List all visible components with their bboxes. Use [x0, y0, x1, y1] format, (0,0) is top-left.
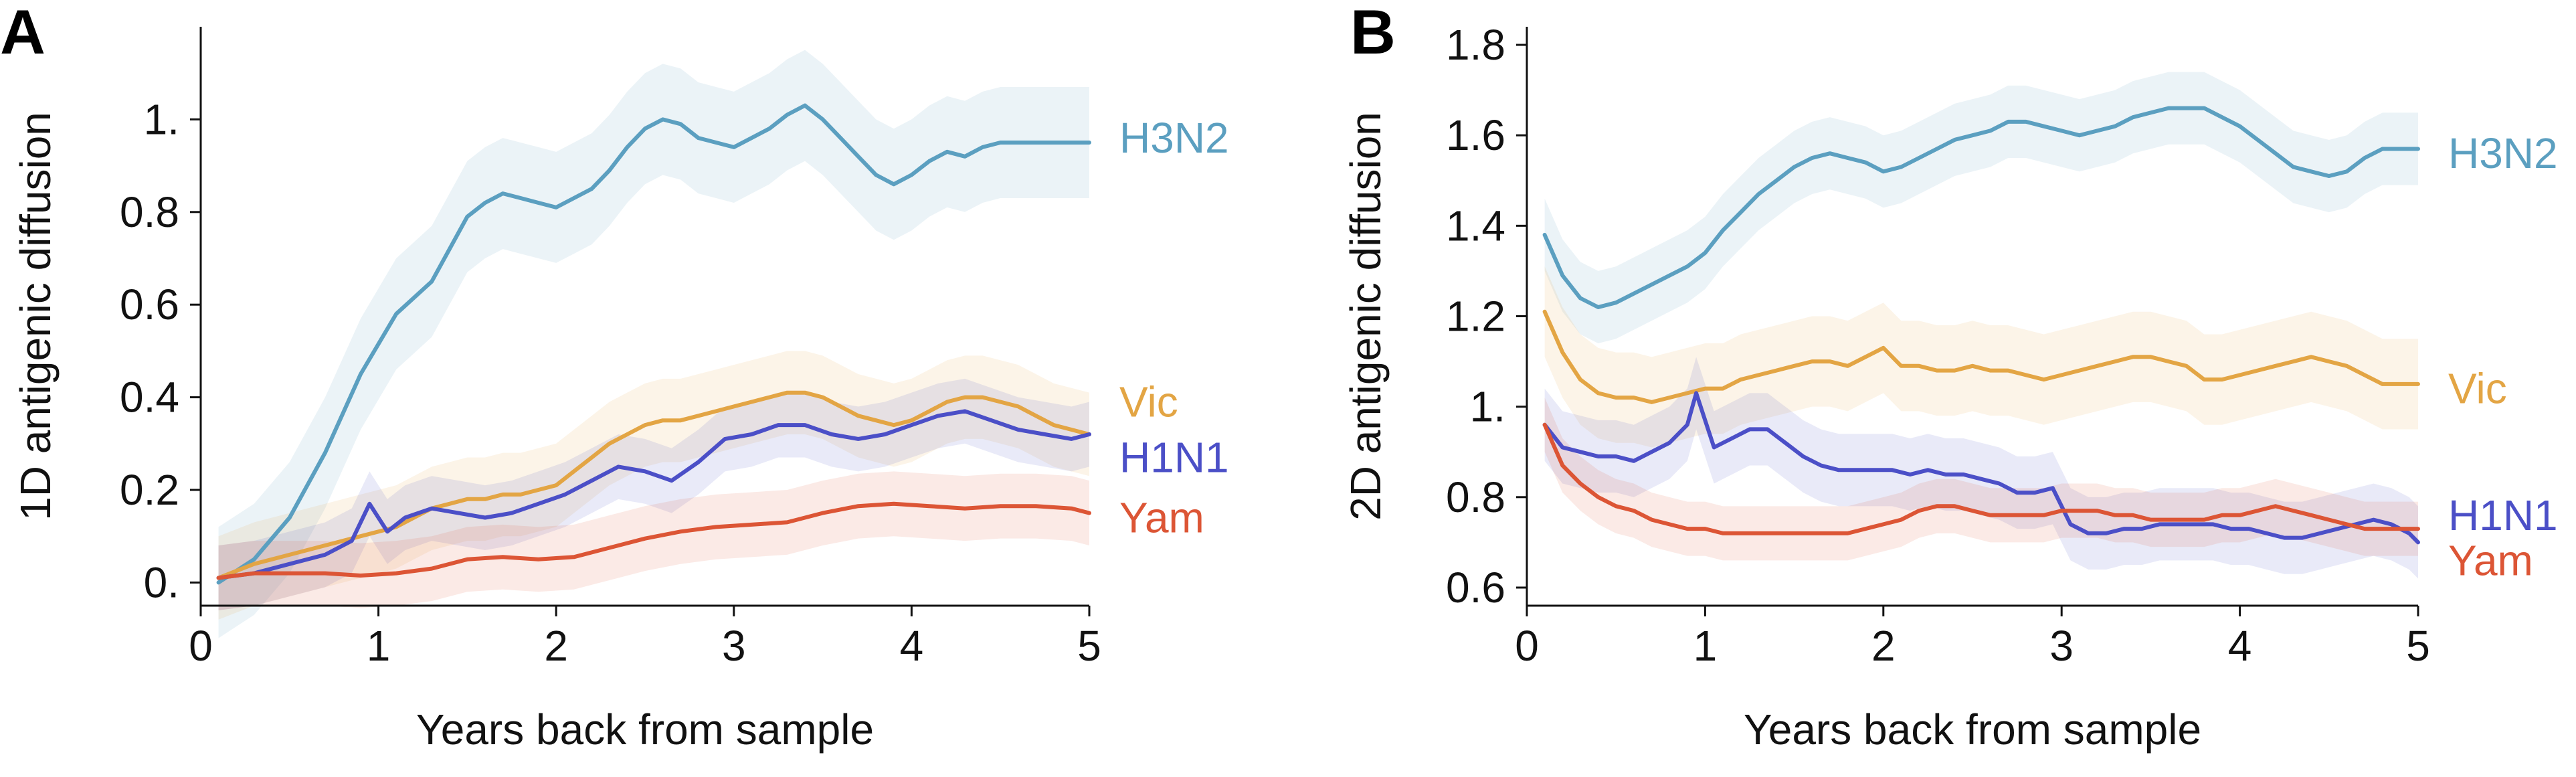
- y-tick-label: 0.8: [120, 188, 179, 236]
- x-tick-label: 2: [1871, 622, 1896, 670]
- x-tick-label: 4: [2228, 622, 2252, 670]
- y-tick-label: 1.8: [1446, 21, 1505, 69]
- x-tick-label: 0: [189, 622, 213, 670]
- series-label-h1n1: H1N1: [1119, 434, 1229, 482]
- series-line-vic: [1542, 309, 2420, 404]
- x-tick-label: 5: [2406, 622, 2430, 670]
- series-label-h3n2: H3N2: [2448, 129, 2558, 177]
- x-tick-label: 0: [1515, 622, 1539, 670]
- series-band-vic: [1544, 266, 2418, 448]
- y-tick-label: 1.2: [1446, 292, 1505, 341]
- series-line-yam: [216, 501, 1091, 580]
- series-band-h3n2: [1544, 72, 2418, 344]
- series-label-yam: Yam: [1119, 494, 1204, 542]
- series-label-vic: Vic: [2448, 365, 2507, 413]
- series-label-h3n2: H3N2: [1119, 114, 1229, 162]
- y-tick-label: 0.2: [120, 466, 179, 514]
- series-label-yam: Yam: [2448, 536, 2533, 584]
- y-tick-label: 1.: [144, 95, 179, 143]
- y-tick-label: 0.8: [1446, 473, 1505, 521]
- panel-a: A 0 1 2 3 4 5 0. 0.2 0.4 0.6 0.8 1. Years back from s…: [0, 0, 1229, 754]
- x-tick-label: 5: [1077, 622, 1101, 670]
- x-axis-title: Years back from sample: [416, 705, 874, 754]
- series-band-h3n2: [218, 50, 1089, 638]
- series-line-h1n1: [1542, 391, 2420, 545]
- y-axis-title: 1D antigenic diffusion: [11, 112, 60, 521]
- series-line-h1n1: [216, 409, 1091, 580]
- x-tick-label: 3: [722, 622, 746, 670]
- series-label-vic: Vic: [1119, 378, 1178, 426]
- series-line-h3n2: [1542, 106, 2420, 309]
- y-tick-label: 1.: [1470, 383, 1505, 431]
- panel-letter: B: [1350, 0, 1396, 67]
- x-tick-label: 1: [1693, 622, 1718, 670]
- x-tick-label: 1: [367, 622, 391, 670]
- x-tick-label: 4: [900, 622, 924, 670]
- x-tick-label: 2: [544, 622, 568, 670]
- x-axis-title: Years back from sample: [1744, 705, 2201, 754]
- series-label-h1n1: H1N1: [2448, 491, 2558, 539]
- panel-b: B 0 1 2 3 4 5 0.6 0.8 1. 1.2 1.4 1.6 1.8 Years back fr…: [1342, 0, 2558, 754]
- series-line-h3n2: [216, 103, 1091, 585]
- y-tick-label: 0.4: [120, 373, 179, 422]
- series-line-yam: [1542, 422, 2420, 535]
- y-tick-label: 0.6: [120, 280, 179, 329]
- y-axis-title: 2D antigenic diffusion: [1342, 112, 1390, 521]
- y-tick-label: 1.6: [1446, 111, 1505, 159]
- y-tick-label: 0.: [144, 558, 179, 606]
- panel-letter: A: [0, 0, 45, 67]
- y-tick-label: 0.6: [1446, 564, 1505, 612]
- x-tick-label: 3: [2049, 622, 2074, 670]
- y-tick-label: 1.4: [1446, 201, 1505, 250]
